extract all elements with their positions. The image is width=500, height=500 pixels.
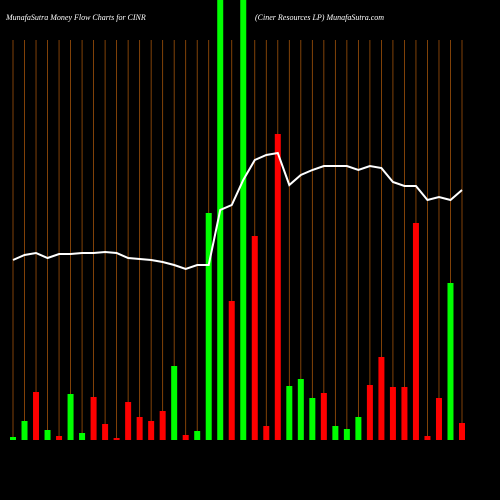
bar [148, 421, 155, 440]
chart-subtitle: (Ciner Resources LP) MunafaSutra.com [255, 13, 384, 22]
bar [125, 402, 132, 440]
bar [205, 213, 212, 440]
bar [412, 223, 419, 440]
bar [159, 411, 166, 440]
bar [263, 426, 270, 440]
bar [343, 429, 350, 440]
bar [435, 398, 442, 440]
bar [182, 435, 189, 440]
bar [274, 134, 281, 440]
bar [113, 438, 120, 440]
bar [286, 386, 293, 440]
bar [309, 398, 316, 440]
bar [217, 0, 224, 440]
bar [459, 423, 465, 440]
bar [424, 436, 431, 440]
bar [401, 387, 408, 440]
bar [447, 283, 454, 440]
bar [56, 436, 63, 440]
bar [171, 366, 178, 440]
bar [21, 421, 28, 440]
bar [194, 431, 201, 440]
bar [378, 357, 385, 440]
bar [332, 426, 339, 440]
bar [67, 394, 74, 440]
bar [102, 424, 109, 440]
bar [355, 417, 362, 440]
bar [33, 392, 40, 440]
bar [136, 417, 143, 440]
bar [320, 393, 327, 440]
chart-title: MunafaSutra Money Flow Charts for CINR [5, 13, 146, 22]
bar [240, 0, 247, 440]
bar [228, 301, 235, 440]
bar [79, 433, 86, 440]
bar [297, 379, 304, 440]
bar [251, 236, 258, 440]
price-line [12, 151, 463, 271]
bar [10, 437, 16, 440]
bar [389, 387, 396, 440]
bar [44, 430, 51, 440]
bar [90, 397, 97, 440]
bar [366, 385, 373, 440]
